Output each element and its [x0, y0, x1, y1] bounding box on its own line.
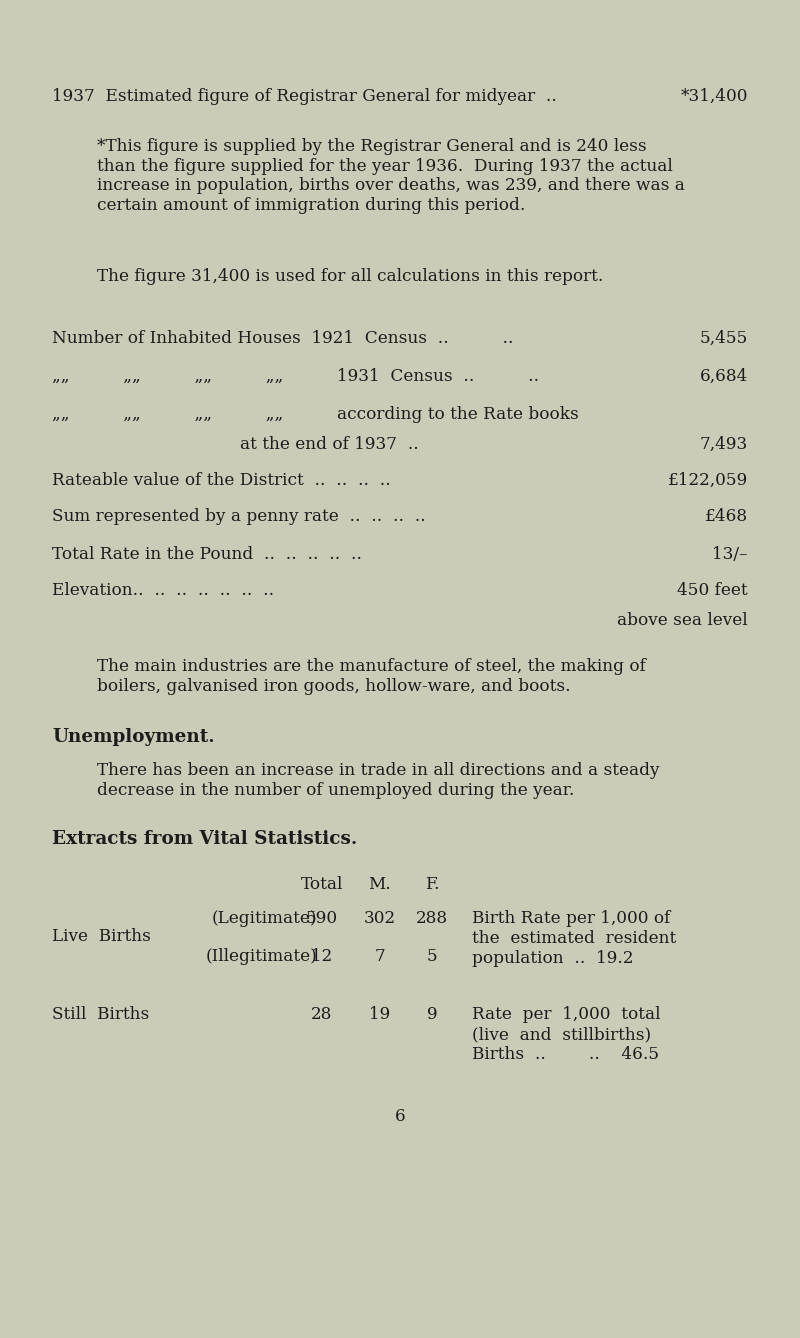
Text: 28: 28 [311, 1006, 333, 1024]
Text: £122,059: £122,059 [668, 472, 748, 488]
Text: „„          „„          „„          „„          according to the Rate books: „„ „„ „„ „„ according to the Rate books [52, 405, 578, 423]
Text: above sea level: above sea level [618, 611, 748, 629]
Text: at the end of 1937  ..: at the end of 1937 .. [240, 436, 418, 454]
Text: Birth Rate per 1,000 of: Birth Rate per 1,000 of [472, 910, 670, 927]
Text: There has been an increase in trade in all directions and a steady
decrease in t: There has been an increase in trade in a… [97, 763, 659, 799]
Text: M.: M. [369, 876, 391, 892]
Text: 6: 6 [394, 1108, 406, 1125]
Text: 288: 288 [416, 910, 448, 927]
Text: (live  and  stillbirths): (live and stillbirths) [472, 1026, 651, 1044]
Text: 1937  Estimated figure of Registrar General for midyear  ..: 1937 Estimated figure of Registrar Gener… [52, 88, 557, 104]
Text: (Illegitimate): (Illegitimate) [206, 949, 317, 965]
Text: Number of Inhabited Houses  1921  Census  ..          ..: Number of Inhabited Houses 1921 Census .… [52, 330, 514, 347]
Text: The figure 31,400 is used for all calculations in this report.: The figure 31,400 is used for all calcul… [97, 268, 603, 285]
Text: 6,684: 6,684 [700, 368, 748, 385]
Text: 450 feet: 450 feet [678, 582, 748, 599]
Text: Live  Births: Live Births [52, 929, 151, 945]
Text: Still  Births: Still Births [52, 1006, 150, 1024]
Text: 7: 7 [374, 949, 386, 965]
Text: 7,493: 7,493 [700, 436, 748, 454]
Text: 12: 12 [311, 949, 333, 965]
Text: *This figure is supplied by the Registrar General and is 240 less
than the figur: *This figure is supplied by the Registra… [97, 138, 685, 214]
Text: Births  ..        ..    46.5: Births .. .. 46.5 [472, 1046, 659, 1062]
Text: 590: 590 [306, 910, 338, 927]
Text: Elevation..  ..  ..  ..  ..  ..  ..: Elevation.. .. .. .. .. .. .. [52, 582, 274, 599]
Text: population  ..  19.2: population .. 19.2 [472, 950, 634, 967]
Text: 302: 302 [364, 910, 396, 927]
Text: 5: 5 [426, 949, 438, 965]
Text: Extracts from Vital Statistics.: Extracts from Vital Statistics. [52, 830, 358, 848]
Text: „„          „„          „„          „„          1931  Census  ..          ..: „„ „„ „„ „„ 1931 Census .. .. [52, 368, 539, 385]
Text: the  estimated  resident: the estimated resident [472, 930, 676, 947]
Text: *31,400: *31,400 [681, 88, 748, 104]
Text: 19: 19 [370, 1006, 390, 1024]
Text: Total: Total [301, 876, 343, 892]
Text: 5,455: 5,455 [700, 330, 748, 347]
Text: F.: F. [425, 876, 439, 892]
Text: Total Rate in the Pound  ..  ..  ..  ..  ..: Total Rate in the Pound .. .. .. .. .. [52, 546, 362, 563]
Text: Rateable value of the District  ..  ..  ..  ..: Rateable value of the District .. .. .. … [52, 472, 390, 488]
Text: Sum represented by a penny rate  ..  ..  ..  ..: Sum represented by a penny rate .. .. ..… [52, 508, 426, 524]
Text: (Legitimate): (Legitimate) [211, 910, 317, 927]
Text: The main industries are the manufacture of steel, the making of
boilers, galvani: The main industries are the manufacture … [97, 658, 646, 694]
Text: Rate  per  1,000  total: Rate per 1,000 total [472, 1006, 661, 1024]
Text: 9: 9 [426, 1006, 438, 1024]
Text: £468: £468 [705, 508, 748, 524]
Text: 13/–: 13/– [713, 546, 748, 563]
Text: Unemployment.: Unemployment. [52, 728, 214, 747]
